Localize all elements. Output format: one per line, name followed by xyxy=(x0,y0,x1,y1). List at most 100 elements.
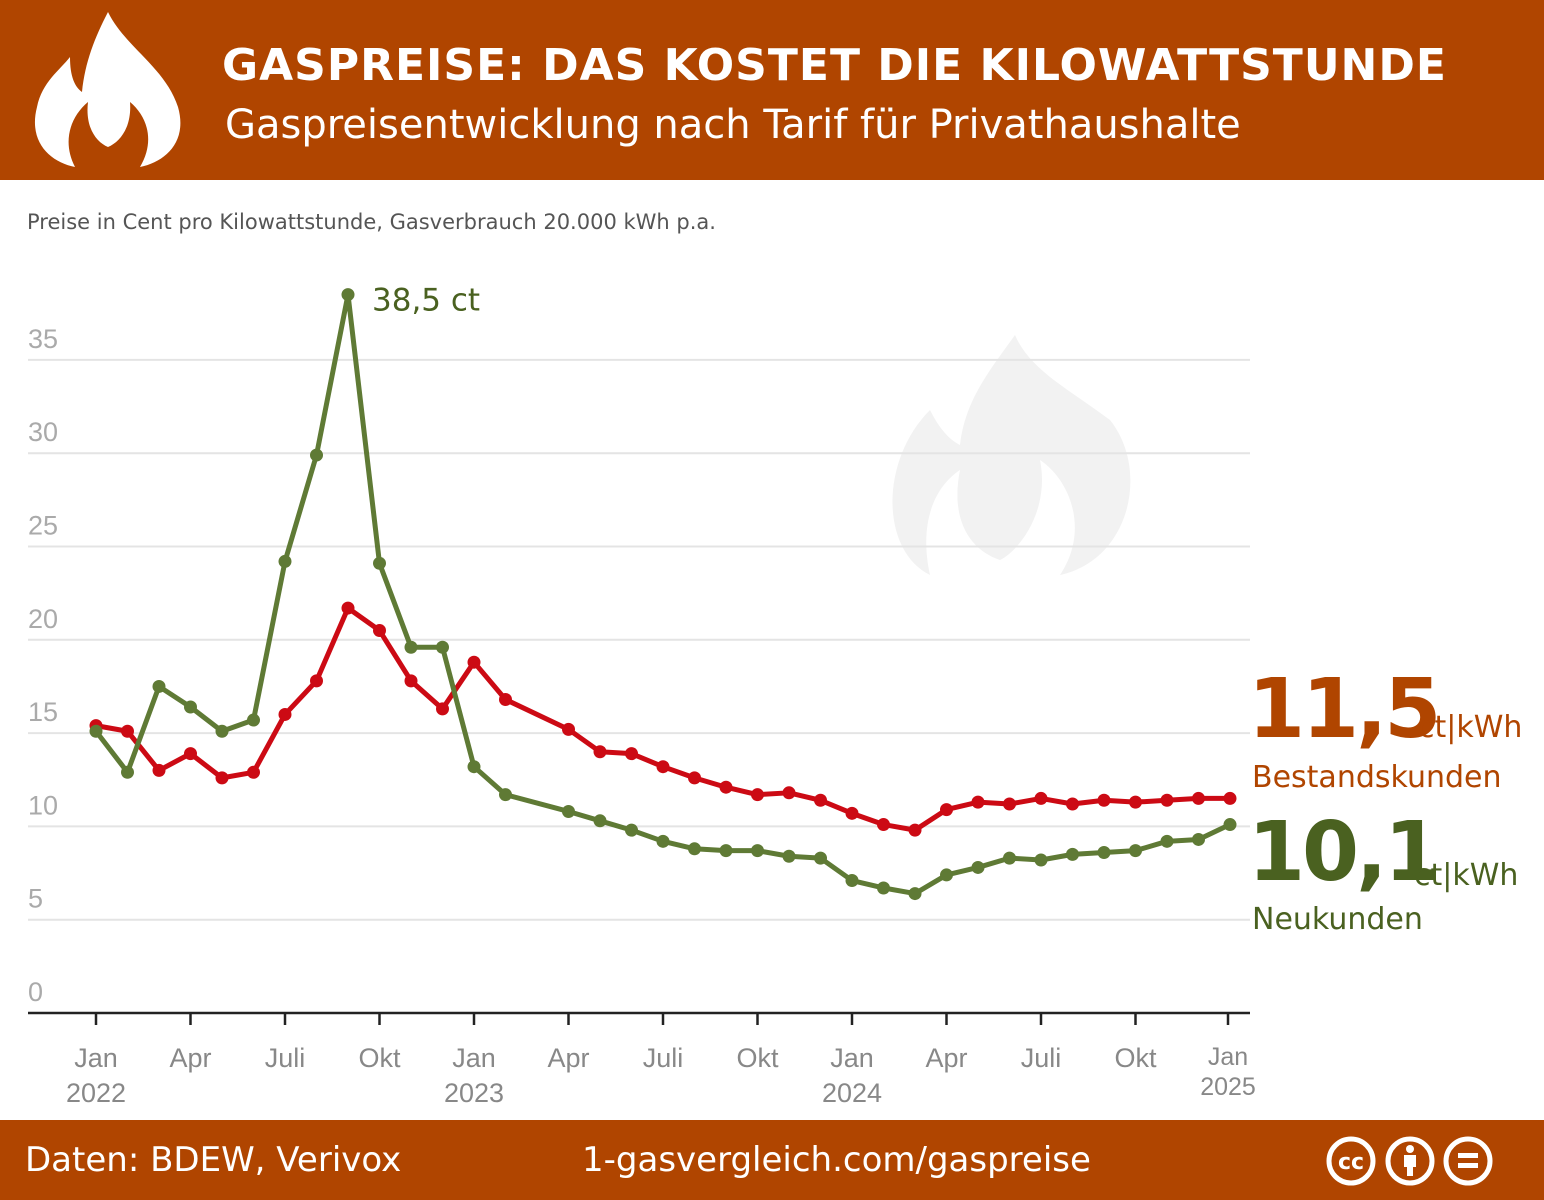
header-banner: GASPREISE: DAS KOSTET DIE KILOWATTSTUNDE… xyxy=(0,0,1544,180)
x-tick-year: 2025 xyxy=(1200,1073,1256,1101)
data-point-neukunden xyxy=(184,700,197,714)
data-point-bestandskunden xyxy=(278,707,292,721)
data-point-neukunden xyxy=(278,554,292,568)
data-point-neukunden xyxy=(688,842,701,856)
data-point-bestandskunden xyxy=(656,760,670,774)
data-point-bestandskunden xyxy=(908,823,922,837)
neu-value: 10,1 xyxy=(1248,805,1441,900)
data-point-bestandskunden xyxy=(152,763,166,777)
x-tick-label: Apr xyxy=(925,1043,967,1073)
data-point-bestandskunden xyxy=(499,693,512,707)
data-point-bestandskunden xyxy=(1097,793,1111,807)
source-url[interactable]: 1-gasvergleich.com/gaspreise xyxy=(582,1140,1091,1180)
x-tick-label: Jan xyxy=(74,1043,118,1073)
y-tick-label: 15 xyxy=(28,697,58,727)
bestand-label: Bestandskunden xyxy=(1252,760,1502,795)
data-point-neukunden xyxy=(782,849,796,863)
x-tick-label: Okt xyxy=(736,1043,779,1073)
data-point-neukunden xyxy=(940,868,953,882)
data-point-neukunden xyxy=(751,844,764,858)
data-point-neukunden xyxy=(152,679,166,693)
watermark-flame-icon xyxy=(892,335,1131,575)
data-point-neukunden xyxy=(121,765,134,779)
data-point-neukunden xyxy=(373,556,386,570)
data-point-bestandskunden xyxy=(719,780,733,794)
data-point-neukunden xyxy=(562,804,575,818)
x-tick-label: Apr xyxy=(547,1043,589,1073)
y-tick-label: 10 xyxy=(28,790,58,820)
data-point-bestandskunden xyxy=(373,623,386,637)
data-point-neukunden xyxy=(625,823,638,837)
data-point-neukunden xyxy=(215,724,229,738)
data-point-bestandskunden xyxy=(1066,797,1079,811)
data-point-neukunden xyxy=(593,814,607,828)
footer: Daten: BDEW, Verivox 1-gasvergleich.com/… xyxy=(0,1120,1544,1200)
data-point-bestandskunden xyxy=(310,674,323,688)
data-point-neukunden xyxy=(908,887,922,901)
data-point-bestandskunden xyxy=(1160,793,1174,807)
data-point-neukunden xyxy=(1066,847,1079,861)
chart-note: Preise in Cent pro Kilowattstunde, Gasve… xyxy=(27,210,716,234)
data-point-bestandskunden xyxy=(1034,791,1048,805)
data-point-neukunden xyxy=(1097,846,1111,860)
data-point-bestandskunden xyxy=(971,795,985,809)
license-icons: cc xyxy=(1326,1136,1493,1186)
data-source: Daten: BDEW, Verivox xyxy=(25,1140,402,1180)
data-point-neukunden xyxy=(971,860,985,874)
data-point-neukunden xyxy=(467,760,481,774)
data-point-bestandskunden xyxy=(751,788,764,802)
bestand-value: 11,5 xyxy=(1248,662,1441,757)
data-point-neukunden xyxy=(1034,853,1048,867)
x-tick-label: Jan xyxy=(1208,1043,1248,1071)
x-tick-label: Juli xyxy=(1021,1043,1062,1073)
data-point-neukunden xyxy=(656,834,670,848)
data-point-neukunden xyxy=(877,881,890,895)
page-subtitle: Gaspreisentwicklung nach Tarif für Priva… xyxy=(225,102,1241,148)
y-tick-label: 30 xyxy=(28,417,58,447)
y-tick-label: 20 xyxy=(28,604,58,634)
neu-label: Neukunden xyxy=(1252,902,1423,937)
peak-label: 38,5 ct xyxy=(372,283,480,319)
data-point-neukunden xyxy=(310,448,323,462)
data-point-neukunden xyxy=(499,788,512,802)
data-point-bestandskunden xyxy=(436,702,449,716)
data-point-bestandskunden xyxy=(940,803,953,817)
y-tick-label: 25 xyxy=(28,511,58,541)
data-point-bestandskunden xyxy=(247,765,260,779)
data-point-neukunden xyxy=(1192,832,1205,846)
page-title: GASPREISE: DAS KOSTET DIE KILOWATTSTUNDE xyxy=(222,40,1447,91)
data-point-bestandskunden xyxy=(782,786,796,800)
data-point-neukunden xyxy=(719,844,733,858)
data-point-neukunden xyxy=(436,640,449,654)
data-point-bestandskunden xyxy=(562,722,575,736)
data-point-bestandskunden xyxy=(215,771,229,785)
x-tick-year: 2024 xyxy=(822,1078,882,1108)
x-tick-label: Jan xyxy=(452,1043,496,1073)
data-point-neukunden xyxy=(404,640,418,654)
data-point-bestandskunden xyxy=(1129,795,1142,809)
data-point-neukunden xyxy=(89,724,103,738)
x-tick-year: 2022 xyxy=(66,1078,126,1108)
data-point-neukunden xyxy=(1160,834,1174,848)
x-tick-label: Apr xyxy=(169,1043,211,1073)
neu-unit: ct|kWh xyxy=(1414,858,1519,893)
data-point-neukunden xyxy=(1003,851,1016,865)
data-point-bestandskunden xyxy=(467,655,481,669)
data-point-bestandskunden xyxy=(877,818,890,832)
flame-icon xyxy=(34,12,181,167)
y-tick-label: 5 xyxy=(28,884,43,914)
data-point-bestandskunden xyxy=(1223,791,1237,805)
bestand-unit: ct|kWh xyxy=(1418,710,1523,745)
data-point-neukunden xyxy=(247,713,260,727)
y-tick-label: 0 xyxy=(28,977,43,1007)
x-tick-label: Okt xyxy=(358,1043,401,1073)
data-point-neukunden xyxy=(341,288,355,302)
x-tick-label: Juli xyxy=(265,1043,306,1073)
data-point-bestandskunden xyxy=(184,747,197,761)
data-point-bestandskunden xyxy=(1003,797,1016,811)
x-tick-label: Juli xyxy=(643,1043,684,1073)
data-point-bestandskunden xyxy=(688,771,701,785)
data-point-bestandskunden xyxy=(593,745,607,759)
nd-icon xyxy=(1443,1136,1493,1186)
